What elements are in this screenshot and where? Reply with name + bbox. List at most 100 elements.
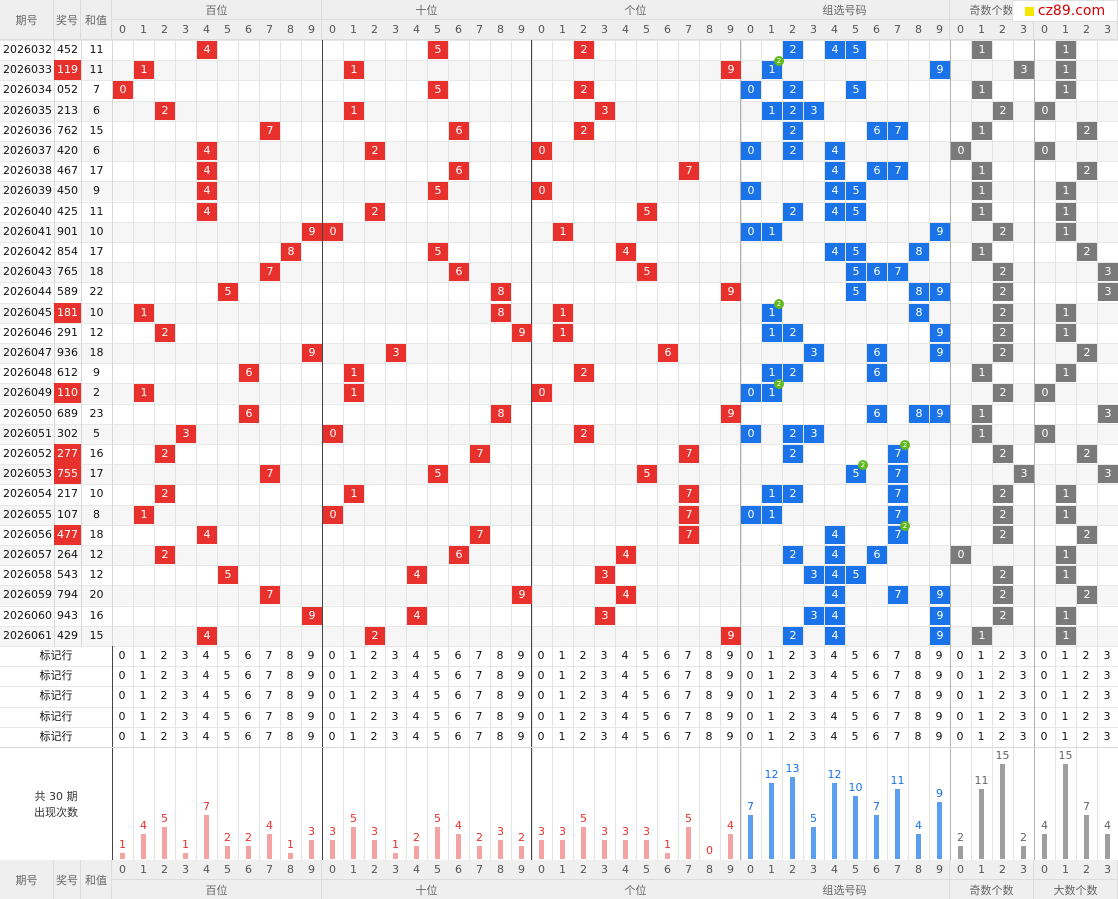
mark-digit-2[interactable]: 2	[998, 649, 1006, 662]
mark-digit-2[interactable]: 2	[1082, 709, 1090, 723]
mark-digit-7[interactable]: 7	[684, 649, 692, 662]
mark-digit-6[interactable]: 6	[454, 729, 462, 743]
mark-digit-7[interactable]: 7	[893, 729, 901, 743]
mark-digit-1[interactable]: 1	[1061, 689, 1069, 703]
mark-digit-0[interactable]: 0	[1040, 669, 1048, 683]
mark-digit-8[interactable]: 8	[286, 729, 294, 743]
mark-digit-2[interactable]: 2	[788, 689, 796, 703]
mark-digit-2[interactable]: 2	[160, 689, 168, 703]
mark-digit-1[interactable]: 1	[767, 649, 775, 662]
mark-digit-0[interactable]: 0	[746, 709, 754, 723]
mark-digit-3[interactable]: 3	[1103, 729, 1111, 743]
mark-digit-3[interactable]: 3	[809, 669, 817, 683]
mark-digit-2[interactable]: 2	[160, 649, 168, 662]
mark-digit-1[interactable]: 1	[977, 689, 985, 703]
mark-digit-1[interactable]: 1	[977, 669, 985, 683]
mark-digit-5[interactable]: 5	[642, 649, 650, 662]
mark-digit-2[interactable]: 2	[370, 669, 378, 683]
mark-digit-8[interactable]: 8	[286, 649, 294, 662]
mark-digit-9[interactable]: 9	[517, 669, 525, 683]
mark-digit-2[interactable]: 2	[1082, 669, 1090, 683]
mark-digit-8[interactable]: 8	[286, 689, 294, 703]
mark-digit-3[interactable]: 3	[809, 649, 817, 662]
mark-digit-4[interactable]: 4	[621, 689, 629, 703]
mark-digit-4[interactable]: 4	[830, 649, 838, 662]
mark-digit-0[interactable]: 0	[1040, 729, 1048, 743]
mark-digit-5[interactable]: 5	[642, 669, 650, 683]
mark-digit-7[interactable]: 7	[684, 729, 692, 743]
mark-digit-2[interactable]: 2	[579, 649, 587, 662]
mark-digit-0[interactable]: 0	[537, 709, 545, 723]
mark-digit-7[interactable]: 7	[475, 669, 483, 683]
mark-digit-8[interactable]: 8	[914, 689, 922, 703]
mark-digit-5[interactable]: 5	[642, 729, 650, 743]
mark-digit-2[interactable]: 2	[579, 669, 587, 683]
mark-digit-6[interactable]: 6	[872, 709, 880, 723]
mark-digit-8[interactable]: 8	[705, 729, 713, 743]
mark-digit-1[interactable]: 1	[1061, 729, 1069, 743]
mark-digit-1[interactable]: 1	[977, 729, 985, 743]
mark-digit-2[interactable]: 2	[160, 709, 168, 723]
mark-digit-1[interactable]: 1	[767, 689, 775, 703]
mark-digit-1[interactable]: 1	[349, 669, 357, 683]
mark-digit-3[interactable]: 3	[1019, 729, 1027, 743]
mark-digit-3[interactable]: 3	[1019, 709, 1027, 723]
mark-digit-4[interactable]: 4	[621, 709, 629, 723]
mark-digit-8[interactable]: 8	[705, 689, 713, 703]
mark-digit-4[interactable]: 4	[202, 669, 210, 683]
mark-digit-0[interactable]: 0	[328, 689, 336, 703]
mark-digit-2[interactable]: 2	[370, 649, 378, 662]
mark-digit-2[interactable]: 2	[1082, 689, 1090, 703]
mark-digit-9[interactable]: 9	[307, 729, 315, 743]
mark-digit-1[interactable]: 1	[139, 649, 147, 662]
mark-digit-1[interactable]: 1	[349, 689, 357, 703]
mark-digit-6[interactable]: 6	[454, 689, 462, 703]
mark-digit-7[interactable]: 7	[684, 689, 692, 703]
mark-digit-9[interactable]: 9	[307, 689, 315, 703]
mark-digit-7[interactable]: 7	[265, 649, 273, 662]
mark-digit-1[interactable]: 1	[349, 649, 357, 662]
mark-digit-3[interactable]: 3	[1019, 689, 1027, 703]
mark-digit-2[interactable]: 2	[160, 729, 168, 743]
mark-digit-3[interactable]: 3	[181, 669, 189, 683]
mark-digit-1[interactable]: 1	[558, 689, 566, 703]
mark-digit-5[interactable]: 5	[223, 689, 231, 703]
mark-digit-2[interactable]: 2	[1082, 729, 1090, 743]
mark-digit-0[interactable]: 0	[118, 709, 126, 723]
mark-digit-0[interactable]: 0	[118, 649, 126, 662]
mark-digit-0[interactable]: 0	[537, 669, 545, 683]
mark-digit-9[interactable]: 9	[307, 709, 315, 723]
mark-digit-3[interactable]: 3	[181, 649, 189, 662]
mark-digit-7[interactable]: 7	[265, 729, 273, 743]
mark-digit-9[interactable]: 9	[517, 709, 525, 723]
mark-digit-0[interactable]: 0	[746, 689, 754, 703]
mark-digit-3[interactable]: 3	[391, 729, 399, 743]
mark-digit-1[interactable]: 1	[977, 649, 985, 662]
mark-digit-0[interactable]: 0	[1040, 709, 1048, 723]
mark-digit-7[interactable]: 7	[684, 709, 692, 723]
mark-digit-1[interactable]: 1	[767, 729, 775, 743]
mark-digit-3[interactable]: 3	[1103, 649, 1111, 662]
mark-digit-3[interactable]: 3	[181, 729, 189, 743]
mark-digit-1[interactable]: 1	[139, 729, 147, 743]
mark-digit-8[interactable]: 8	[914, 669, 922, 683]
mark-digit-3[interactable]: 3	[391, 709, 399, 723]
mark-digit-2[interactable]: 2	[579, 709, 587, 723]
mark-digit-7[interactable]: 7	[893, 649, 901, 662]
mark-digit-2[interactable]: 2	[788, 709, 796, 723]
mark-digit-9[interactable]: 9	[726, 649, 734, 662]
mark-digit-3[interactable]: 3	[809, 709, 817, 723]
mark-digit-8[interactable]: 8	[496, 649, 504, 662]
mark-digit-2[interactable]: 2	[370, 729, 378, 743]
mark-digit-8[interactable]: 8	[496, 709, 504, 723]
mark-digit-0[interactable]: 0	[746, 649, 754, 662]
mark-digit-5[interactable]: 5	[642, 709, 650, 723]
mark-digit-6[interactable]: 6	[454, 709, 462, 723]
mark-digit-0[interactable]: 0	[537, 689, 545, 703]
mark-digit-3[interactable]: 3	[1103, 669, 1111, 683]
mark-digit-3[interactable]: 3	[809, 689, 817, 703]
mark-digit-5[interactable]: 5	[433, 729, 441, 743]
mark-digit-3[interactable]: 3	[391, 689, 399, 703]
mark-digit-7[interactable]: 7	[893, 669, 901, 683]
mark-digit-9[interactable]: 9	[726, 729, 734, 743]
